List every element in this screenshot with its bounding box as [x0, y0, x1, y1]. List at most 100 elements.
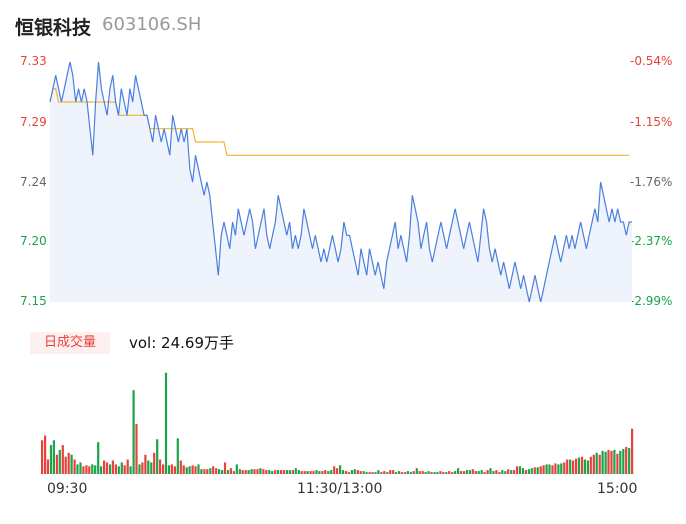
volume-bar	[580, 456, 584, 474]
volume-bar	[209, 468, 212, 474]
volume-bar	[507, 469, 510, 474]
volume-bar	[173, 466, 176, 474]
volume-bar	[577, 457, 581, 474]
volume-bar	[218, 469, 221, 474]
volume-bar	[138, 464, 141, 474]
volume-bar	[386, 472, 389, 474]
volume-bar	[259, 468, 262, 474]
volume-bar	[589, 456, 592, 474]
volume-bar	[409, 472, 412, 474]
volume-bar	[135, 423, 138, 474]
volume-bar	[58, 449, 61, 474]
volume-bar	[97, 442, 100, 474]
volume-bar	[262, 469, 265, 474]
volume-bar	[595, 452, 598, 474]
volume-bar	[498, 472, 501, 474]
volume-bar	[120, 462, 123, 474]
volume-bar	[94, 465, 97, 474]
volume-bar	[303, 471, 306, 474]
volume-bar	[156, 439, 159, 474]
volume-bar	[167, 465, 171, 474]
volume-bar	[468, 470, 471, 474]
volume-bar	[111, 460, 114, 474]
volume-bar	[586, 460, 589, 474]
volume-bar	[226, 470, 230, 474]
volume-bar	[341, 470, 345, 474]
stock-name: 恒银科技	[15, 17, 92, 39]
volume-bar	[347, 472, 350, 474]
x-tick: 11:30/13:00	[297, 481, 383, 497]
volume-bar	[61, 445, 64, 474]
volume-bar	[566, 459, 569, 474]
volume-bar	[91, 464, 94, 474]
volume-bar	[235, 464, 238, 474]
volume-bar	[49, 445, 53, 474]
volume-bar	[153, 452, 156, 474]
volume-bar	[448, 471, 451, 474]
volume-bar	[513, 470, 516, 474]
volume-bar	[339, 465, 342, 474]
volume-bar	[229, 468, 232, 474]
volume-bar	[510, 470, 513, 474]
volume-bar	[365, 472, 368, 474]
volume-bar	[79, 462, 82, 474]
volume-bar	[212, 466, 215, 474]
volume-bar	[170, 464, 173, 474]
volume-bar	[353, 469, 356, 474]
y-right-tick: -1.76%	[630, 175, 673, 189]
volume-bar	[518, 466, 522, 474]
volume-bar	[415, 468, 418, 474]
volume-bar	[616, 453, 619, 474]
volume-bar	[268, 470, 271, 474]
volume-bar	[73, 459, 76, 474]
volume-bar	[530, 468, 533, 474]
volume-bar	[368, 472, 371, 474]
volume-readout: vol: 24.69万手	[129, 334, 234, 352]
volume-bar	[362, 471, 365, 474]
volume-bar	[297, 470, 300, 474]
volume-bar	[592, 454, 595, 474]
volume-bar	[300, 471, 303, 474]
volume-bar	[625, 447, 628, 474]
volume-bar	[52, 440, 55, 474]
volume-bar	[159, 459, 162, 474]
volume-bar	[412, 471, 415, 474]
volume-bar	[312, 471, 315, 474]
y-left-tick: 7.15	[20, 294, 47, 308]
volume-bar	[333, 466, 336, 474]
volume-bar	[457, 468, 460, 474]
volume-bar	[280, 470, 283, 474]
volume-bar	[336, 468, 339, 474]
price-line	[49, 61, 632, 303]
volume-bar	[256, 469, 259, 474]
volume-bar	[241, 470, 244, 474]
volume-bar	[486, 470, 489, 474]
volume-bar	[524, 470, 527, 474]
volume-bar	[430, 472, 433, 474]
volume-bar	[607, 449, 610, 474]
volume-bar	[203, 469, 206, 474]
volume-bar	[288, 470, 291, 474]
volume-bar	[88, 466, 91, 474]
volume-bar	[162, 464, 165, 474]
volume-bar	[601, 450, 604, 474]
volume-bar	[356, 470, 359, 474]
volume-bar	[619, 450, 622, 474]
volume-bar	[477, 471, 480, 474]
volume-bar	[398, 471, 401, 474]
volume-bar	[147, 460, 150, 474]
y-left-tick: 7.29	[20, 115, 47, 129]
volume-bar	[583, 459, 586, 474]
volume-bar	[46, 459, 50, 474]
volume-bar	[188, 466, 191, 474]
volume-bar	[533, 467, 536, 474]
volume-badge[interactable]: 日成交量	[30, 332, 110, 354]
volume-bar	[433, 472, 436, 474]
volume-bar	[117, 466, 120, 474]
volume-bar	[389, 470, 392, 474]
volume-bar	[563, 462, 566, 474]
volume-bar	[144, 454, 147, 474]
volume-bar	[418, 471, 421, 474]
volume-bar	[194, 466, 197, 474]
